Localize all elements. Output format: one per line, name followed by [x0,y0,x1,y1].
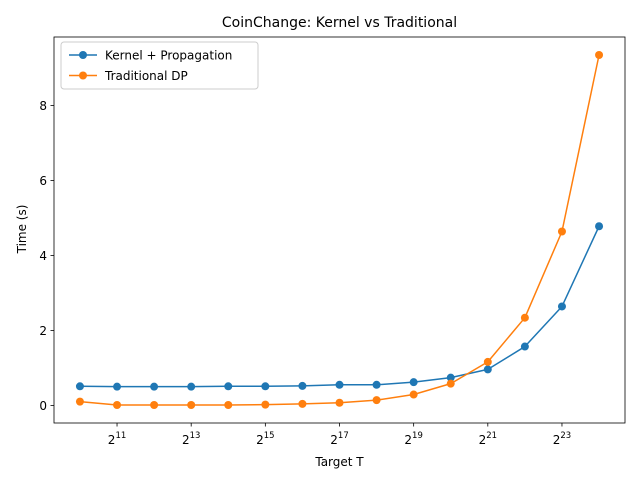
data-point [113,401,122,410]
legend-label: Traditional DP [104,69,188,83]
legend: Kernel + Propagation Traditional DP [60,41,259,90]
data-point [557,302,566,311]
legend-marker [79,71,87,80]
chart-title: CoinChange: Kernel vs Traditional [222,15,457,31]
y-tick-label: 8 [39,99,47,113]
data-point [372,380,381,389]
data-point [520,342,529,351]
data-point [595,222,604,231]
data-point [224,382,233,391]
data-point [75,382,84,391]
data-point [520,313,529,322]
x-tick-label: 221 [479,431,497,447]
data-point [483,365,492,374]
x-tick-label: 217 [330,431,348,447]
data-point [446,373,455,382]
x-tick-label: 211 [108,431,126,447]
data-point [150,382,159,391]
data-point [113,382,122,391]
x-axis-label: Target T [314,455,364,469]
data-point [150,401,159,410]
y-tick-label: 2 [39,324,47,338]
y-tick-label: 0 [39,399,47,413]
data-point [224,401,233,410]
data-point [372,396,381,405]
data-point [335,398,344,407]
y-tick-label: 6 [39,174,47,188]
data-point [595,50,604,59]
data-point [335,380,344,389]
data-point [557,227,566,236]
data-point [409,378,418,387]
data-point [483,357,492,366]
y-tick-label: 4 [39,249,47,263]
x-tick-label: 215 [256,431,274,447]
data-point [261,400,270,409]
plot-area: 211 213 215 217 219 221 223 0 2 4 6 8 [39,36,626,447]
data-point [298,381,307,390]
legend-label: Kernel + Propagation [105,49,232,63]
x-tick-label: 213 [182,431,200,447]
data-point [187,401,196,410]
data-point [409,390,418,399]
data-point [75,397,84,406]
x-tick-label: 219 [404,431,422,447]
x-tick-label: 223 [553,431,571,447]
data-point [298,399,307,408]
data-point [261,382,270,391]
y-axis-label: Time (s) [15,205,29,255]
data-point [187,382,196,391]
data-point [446,379,455,388]
legend-marker [79,51,87,59]
legend-box [60,41,259,90]
